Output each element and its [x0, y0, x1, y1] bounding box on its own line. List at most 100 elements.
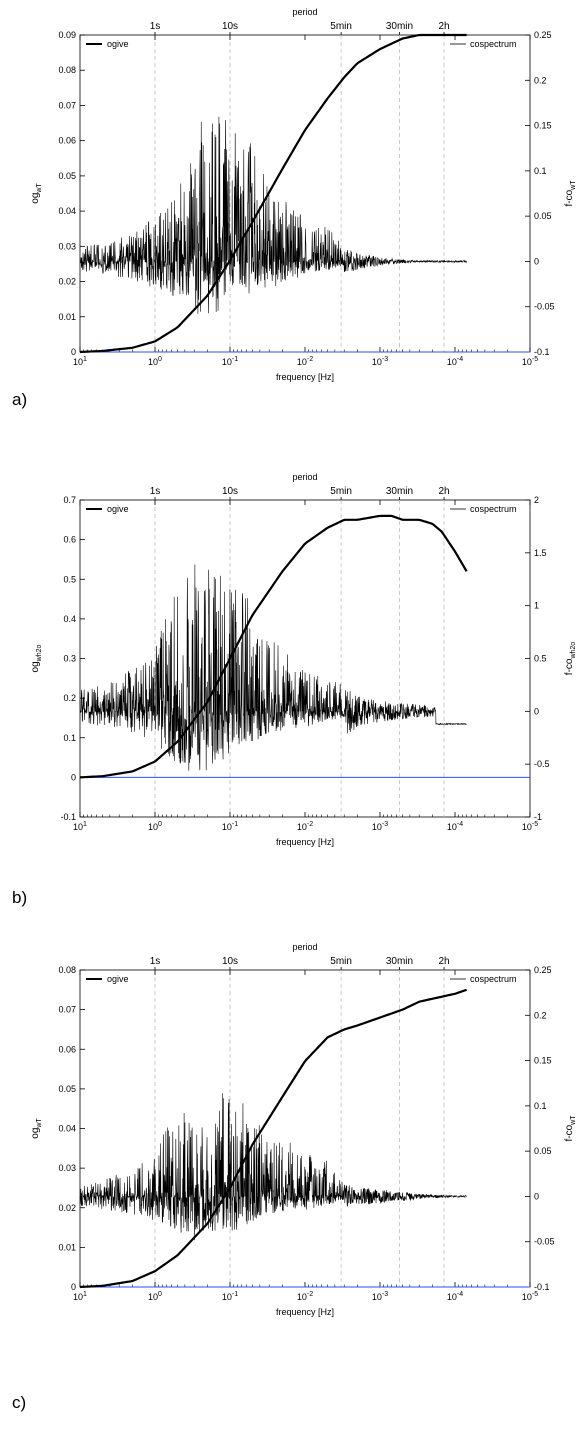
- x-tick-label: 10-3: [372, 356, 388, 367]
- x-tick-label: 10-1: [222, 1291, 238, 1302]
- y-left-tick-label: 0.05: [58, 171, 76, 181]
- y-right-axis-label-base: f-co: [564, 658, 575, 675]
- y-left-tick-label: 0: [71, 772, 76, 782]
- y-right-axis-label: f-cowT: [564, 1115, 577, 1142]
- x-tick-exp: -5: [532, 356, 538, 363]
- x-tick-label: 10-1: [222, 821, 238, 832]
- x-tick-base: 10: [222, 1292, 232, 1302]
- y-right-tick-label: -0.1: [534, 1282, 550, 1292]
- x-tick-base: 10: [73, 822, 83, 832]
- y-left-tick-label: 0.5: [63, 574, 76, 584]
- y-right-tick-label: 0.15: [534, 121, 552, 131]
- y-left-tick-label: 0: [71, 347, 76, 357]
- y-right-axis-label: f-cowT: [564, 180, 577, 207]
- top-axis-label: period: [292, 942, 317, 952]
- x-tick-label: 10-1: [222, 356, 238, 367]
- y-left-axis-label-base: og: [30, 1128, 41, 1139]
- y-left-axis-label-base: og: [30, 193, 41, 204]
- x-tick-base: 10: [73, 1292, 83, 1302]
- ogive-line: [79, 33, 467, 354]
- plot-frame: [79, 34, 531, 353]
- x-tick-label: 10-4: [447, 821, 463, 832]
- y-left-tick-label: 0.01: [58, 1242, 76, 1252]
- cospectrum-line: [79, 116, 467, 314]
- x-tick-exp: -5: [532, 821, 538, 828]
- x-tick-base: 10: [222, 822, 232, 832]
- y-left-axis-label: ogwT: [30, 1118, 43, 1139]
- x-tick-exp: -4: [457, 821, 463, 828]
- y-left-tick-label: 0.7: [63, 495, 76, 505]
- period-tick-label: 1s: [150, 486, 161, 497]
- y-left-tick-label: 0.03: [58, 241, 76, 251]
- x-tick-exp: -2: [307, 356, 313, 363]
- plot-frame: [79, 969, 531, 1288]
- x-tick-base: 10: [372, 1292, 382, 1302]
- y-left-tick-label: 0.01: [58, 312, 76, 322]
- top-axis-label: period: [292, 7, 317, 17]
- period-tick-label: 1s: [150, 956, 161, 967]
- panel-c: 1s 10s 5min 30min 2h period 101 100 10-1 10-2 10-3…: [0, 935, 587, 1412]
- period-tick-label: 30min: [386, 21, 413, 32]
- period-tick-label: 2h: [438, 21, 449, 32]
- x-tick-label: 101: [73, 356, 87, 367]
- y-right-tick-label: 0: [534, 1191, 539, 1201]
- x-tick-label: 100: [148, 1291, 162, 1302]
- y-left-tick-label: 0.09: [58, 30, 76, 40]
- panel-a: 1s 10s 5min 30min 2h period 101 100 10-1 10-2 10-3…: [0, 0, 587, 420]
- x-tick-exp: -1: [232, 1291, 238, 1298]
- panel-label-a: a): [12, 390, 28, 409]
- x-tick-label: 101: [73, 821, 87, 832]
- plot-frame: [79, 499, 531, 818]
- x-tick-exp: -4: [457, 356, 463, 363]
- y-left-tick-label: 0.3: [63, 654, 76, 664]
- x-tick-label: 10-2: [297, 1291, 313, 1302]
- y-left-tick-label: 0.1: [63, 733, 76, 743]
- period-tick-label: 2h: [438, 486, 449, 497]
- y-right-tick-label: -0.1: [534, 347, 550, 357]
- x-tick-label: 101: [73, 1291, 87, 1302]
- x-tick-label: 10-5: [522, 1291, 538, 1302]
- period-tick-label: 30min: [386, 486, 413, 497]
- y-left-tick-label: 0.2: [63, 693, 76, 703]
- y-right-tick-label: 0.25: [534, 30, 552, 40]
- x-tick-base: 10: [447, 1292, 457, 1302]
- x-tick-exp: 0: [158, 821, 162, 828]
- y-right-axis-label: f-cowh2o: [564, 642, 577, 676]
- x-tick-exp: 1: [83, 821, 87, 828]
- y-left-axis-label-sub: wT: [36, 183, 43, 194]
- period-tick-label: 10s: [222, 956, 238, 967]
- y-left-axis-label: ogwT: [30, 183, 43, 204]
- x-tick-base: 10: [73, 357, 83, 367]
- y-left-tick-label: 0.08: [58, 965, 76, 975]
- y-left-tick-label: 0.05: [58, 1084, 76, 1094]
- y-right-tick-label: 0.1: [534, 166, 547, 176]
- x-tick-label: 100: [148, 821, 162, 832]
- y-right-tick-label: 2: [534, 495, 539, 505]
- x-tick-base: 10: [297, 1292, 307, 1302]
- x-tick-base: 10: [372, 822, 382, 832]
- top-axis-label: period: [292, 472, 317, 482]
- y-right-tick-label: -0.5: [534, 759, 550, 769]
- legend-cospectrum-label: cospectrum: [470, 504, 517, 514]
- x-tick-label: 10-2: [297, 356, 313, 367]
- period-tick-label: 30min: [386, 956, 413, 967]
- x-tick-label: 100: [148, 356, 162, 367]
- x-tick-exp: -3: [382, 821, 388, 828]
- panel-label-c: c): [12, 1393, 27, 1412]
- x-tick-exp: 1: [83, 1291, 87, 1298]
- y-right-tick-label: 1.5: [534, 548, 547, 558]
- y-right-tick-label: -1: [534, 812, 542, 822]
- y-left-tick-label: 0.06: [58, 136, 76, 146]
- legend-cospectrum-label: cospectrum: [470, 39, 517, 49]
- y-left-tick-label: 0.06: [58, 1044, 76, 1054]
- period-tick-label: 10s: [222, 21, 238, 32]
- x-tick-exp: 0: [158, 1291, 162, 1298]
- y-left-tick-label: 0.04: [58, 206, 76, 216]
- y-left-tick-label: 0.02: [58, 277, 76, 287]
- y-right-tick-label: 0: [534, 706, 539, 716]
- x-tick-exp: -4: [457, 1291, 463, 1298]
- x-tick-base: 10: [222, 357, 232, 367]
- y-right-tick-label: 1: [534, 601, 539, 611]
